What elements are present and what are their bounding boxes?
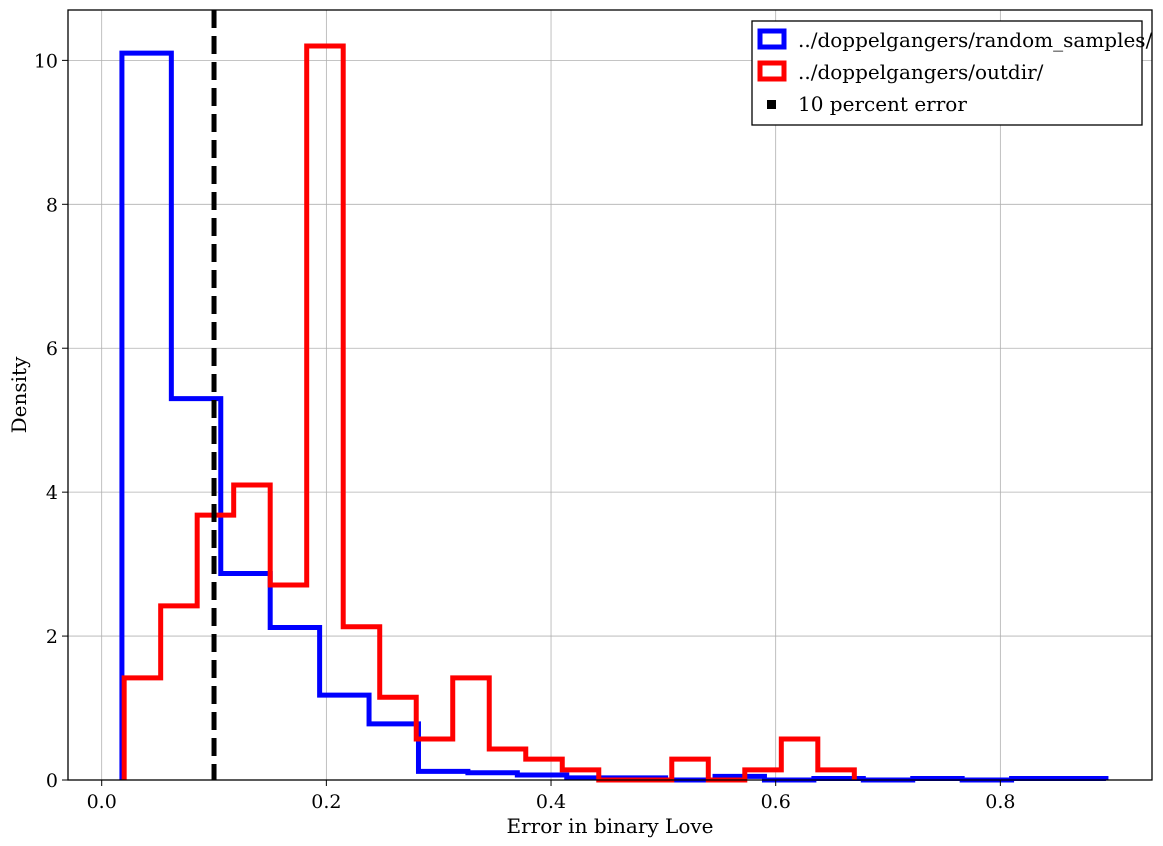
- x-tick-label-0: 0.0: [87, 791, 117, 813]
- legend: ../doppelgangers/random_samples/ ../dopp…: [751, 20, 1153, 126]
- y-tick-label-0: 0: [46, 770, 58, 792]
- legend-label-ten-percent: 10 percent error: [798, 92, 967, 116]
- legend-swatch-ten-percent: [767, 100, 776, 109]
- histogram-step-outdir: [121, 43, 857, 783]
- histogram-series: [119, 43, 1109, 783]
- legend-swatch-random-samples: [757, 28, 787, 50]
- y-axis-label: Density: [7, 356, 31, 433]
- x-tick-label-4: 0.8: [985, 791, 1015, 813]
- plot-frame: [67, 9, 1153, 781]
- legend-box: [751, 20, 1143, 126]
- legend-label-outdir: ../doppelgangers/outdir/: [798, 60, 1044, 84]
- x-axis-label: Error in binary Love: [507, 814, 714, 838]
- axis-ticks: 0.0 0.2 0.4 0.6 0.8 0 2 4 6 8 10: [34, 50, 1016, 813]
- legend-label-random-samples: ../doppelgangers/random_samples/: [798, 28, 1153, 52]
- x-tick-label-3: 0.6: [761, 791, 791, 813]
- x-tick-label-2: 0.4: [536, 791, 566, 813]
- y-tick-label-4: 8: [46, 194, 58, 216]
- legend-swatch-outdir: [757, 60, 787, 82]
- y-tick-label-2: 4: [46, 482, 58, 504]
- x-tick-label-1: 0.2: [311, 791, 341, 813]
- y-tick-label-3: 6: [46, 338, 58, 360]
- y-tick-label-5: 10: [34, 50, 58, 72]
- histogram-step-random-samples: [119, 50, 1109, 783]
- y-tick-label-1: 2: [46, 626, 58, 648]
